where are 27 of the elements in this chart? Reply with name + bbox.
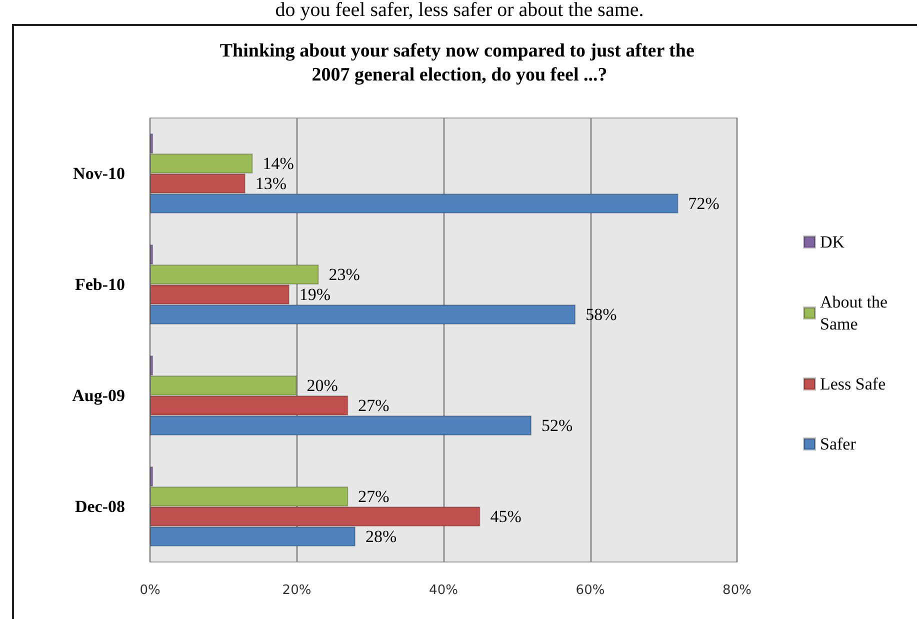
- data-label: 14%: [262, 154, 294, 174]
- y-tick-label: Nov-10: [73, 164, 125, 183]
- x-tick-label: 0%: [140, 583, 160, 598]
- data-label: 45%: [490, 506, 522, 526]
- text: do you feel safer, less safer or about the same.: [275, 0, 644, 21]
- data-label: 58%: [586, 304, 617, 324]
- y-tick-label: Feb-10: [74, 275, 125, 294]
- y-tick-label: Dec-08: [74, 497, 125, 516]
- x-tick-label: 20%: [282, 583, 312, 598]
- data-label: 23%: [328, 265, 360, 284]
- data-label: 20%: [306, 376, 338, 396]
- data-label: 72%: [688, 194, 720, 213]
- legend-label: About the Same: [820, 292, 892, 334]
- x-tick-label: 80%: [722, 583, 752, 598]
- x-tick-label: 60%: [576, 583, 605, 598]
- legend-label: Less Safe: [820, 374, 886, 394]
- data-label: 27%: [358, 487, 390, 506]
- legend-label: DK: [820, 232, 846, 252]
- data-label: 19%: [299, 284, 331, 304]
- y-tick-label: Aug-09: [72, 386, 125, 405]
- data-label: 13%: [255, 174, 287, 193]
- chart-title: Thinking about your safety now compared to just after the 2007 general election, do you feel ...?: [220, 40, 700, 86]
- x-tick-label: 40%: [429, 583, 458, 598]
- data-label: 27%: [358, 396, 390, 415]
- data-label: 28%: [365, 526, 397, 546]
- data-label: 52%: [542, 416, 573, 435]
- legend-label: Safer: [820, 434, 856, 454]
